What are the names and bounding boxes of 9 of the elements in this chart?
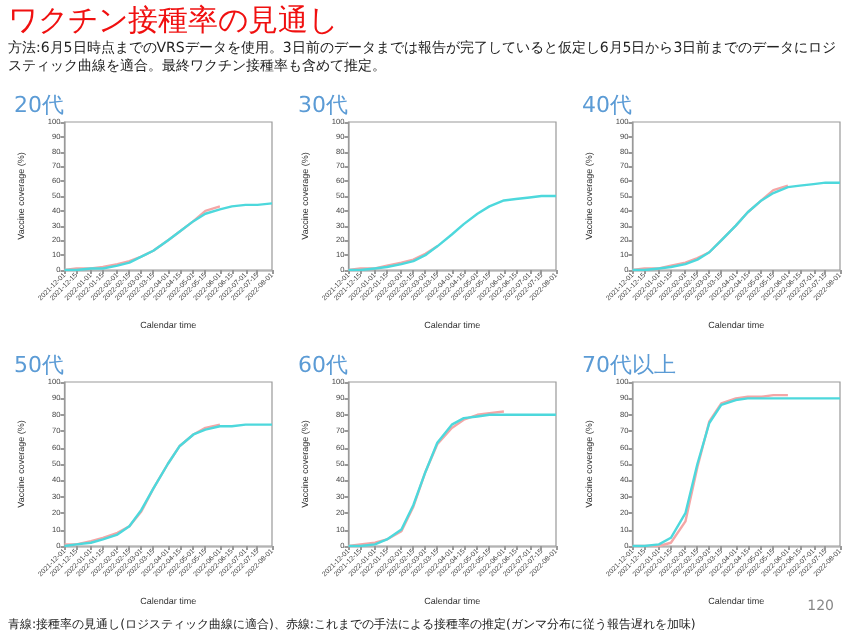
chart-title: 30代 [298, 92, 348, 118]
line-series [347, 410, 506, 548]
chart-title: 60代 [298, 352, 348, 378]
chart-title: 70代以上 [582, 352, 676, 378]
chart-title: 20代 [14, 92, 64, 118]
chart-title: 40代 [582, 92, 632, 118]
text: ワクチン接種率の見通し [8, 2, 338, 38]
chart-title: 50代 [14, 352, 64, 378]
line-series [347, 245, 439, 272]
